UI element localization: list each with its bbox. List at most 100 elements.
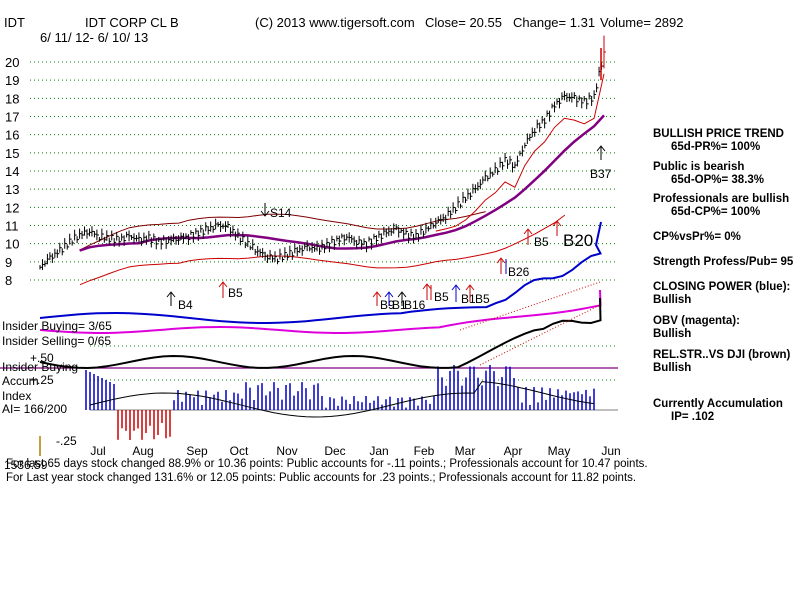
y-tick-17: 17 [5,110,19,125]
accum-label: Accum [2,374,39,388]
arrow-s14-head [260,210,270,217]
y-tick-15: 15 [5,146,19,161]
ai-label: AI= 166/200 [2,402,67,416]
upper-envelope-line [79,211,486,251]
pros-title: Professionals are bullish [653,193,790,205]
insider-selling-label: Insider Selling= 0/65 [2,334,111,348]
strength-value: Strength Profess/Pub= 95 [653,256,794,268]
price-bars [39,35,606,270]
signal-b5b: B5 [434,290,449,304]
arrow-b20-head [552,220,562,227]
y-tick-9: 9 [5,255,12,270]
insider-buying-label-2: Insider Buying [2,360,78,374]
accum-moving-average [89,381,595,418]
arrow-b16-head [397,291,407,298]
moving-average-line [79,114,605,252]
arrow-b37-head [596,145,606,152]
x-tick-may: May [548,444,571,458]
arrow-b26a-head [496,257,506,264]
y-tick-19: 19 [5,73,19,88]
y-tick-14: 14 [5,164,19,179]
signal-b1b: B1 [461,292,476,306]
lower-envelope-line [79,214,566,286]
y-tick-18: 18 [5,91,19,106]
y-axis-tick-labels: 20 19 18 17 16 15 14 13 12 11 10 9 8 [5,55,19,288]
arrow-b1c-head [465,284,475,291]
y-tick-12: 12 [5,200,19,215]
change-value: Change= 1.31 [513,15,595,30]
accumulation-histogram [85,365,595,440]
arrow-b4-head [166,291,176,298]
relative-strength-line [39,297,602,370]
footer-line-2: For Last year stock changed 131.6% or 12… [6,472,637,484]
x-tick-mar: Mar [455,444,476,458]
obv-title: OBV (magenta): [653,315,740,327]
arrow-b9-head [372,291,382,298]
accum-title: Currently Accumulation [653,398,783,410]
obv-value: Bullish [653,328,692,340]
y-tick-13: 13 [5,182,19,197]
plus50-label: +.50 [30,351,54,365]
public-title: Public is bearish [653,161,745,173]
index-label: Index [2,389,31,403]
signal-b20: B20 [563,231,593,250]
x-tick-feb: Feb [414,444,435,458]
signal-s14: S14 [270,206,292,220]
x-tick-nov: Nov [276,444,297,458]
ip-value: IP= .102 [671,411,715,423]
relstr-title: REL.STR..VS DJI (brown) [653,349,791,361]
upper-band-line [435,73,605,232]
y-tick-10: 10 [5,237,19,252]
copyright: (C) 2013 www.tigersoft.com [255,15,415,30]
x-tick-aug: Aug [132,444,153,458]
company-name: IDT CORP CL B [85,15,179,30]
signal-b1a: B1 [392,298,407,312]
arrow-b5a-head [218,281,228,288]
stray-number: 1536.59 [4,458,48,472]
x-tick-jun: Jun [601,444,620,458]
x-tick-oct: Oct [230,444,249,458]
signal-b4: B4 [178,298,193,312]
closing-power-line [39,221,602,324]
arrow-b5b-head [422,283,432,290]
signal-b16: B16 [404,298,426,312]
x-tick-jan: Jan [369,444,388,458]
cp-value: 65d-CP%= 100% [671,206,761,218]
op-value: 65d-OP%= 38.3% [671,174,765,186]
signal-markers: B4 B5 S14 B9 B1 B16 B5 B1 B5 B26 B5 [166,145,612,312]
plus25-label: +.25 [30,373,54,387]
signal-b5a: B5 [228,286,243,300]
signal-b5d: B5 [534,235,549,249]
arrow-b1b-head [451,284,461,291]
y-tick-11: 11 [5,219,19,234]
closing-power-title: CLOSING POWER (blue): [653,281,791,293]
volume-value: Volume= 2892 [600,15,683,30]
footer-line-1: For last 65 days stock changed 88.9% or … [6,458,648,470]
signal-b26: B26 [508,265,530,279]
pr-value: 65d-PR%= 100% [671,141,761,153]
arrow-b1a-head [384,291,394,298]
signal-b5c: B5 [475,292,490,306]
x-tick-jul: Jul [90,444,105,458]
x-tick-dec: Dec [324,444,345,458]
close-value: Close= 20.55 [425,15,502,30]
trend-title: BULLISH PRICE TREND [653,128,784,140]
right-info-panel: BULLISH PRICE TREND 65d-PR%= 100% Public… [653,128,793,424]
y-tick-16: 16 [5,128,19,143]
relstr-trend-dots [479,304,601,366]
y-tick-20: 20 [5,55,19,70]
signal-b9: B9 [380,298,395,312]
closing-power-value: Bullish [653,294,692,306]
minus25-label: -.25 [56,434,77,448]
x-tick-apr: Apr [504,444,523,458]
relstr-value: Bullish [653,362,692,374]
y-tick-8: 8 [5,273,12,288]
x-axis-tick-labels: Jul Aug Sep Oct Nov Dec Jan Feb Mar Apr May Jun [90,444,620,458]
insider-buying-label: Insider Buying= 3/65 [2,319,112,333]
obv-trend-dots [459,281,601,331]
x-tick-sep: Sep [186,444,208,458]
ticker-label: IDT [4,15,25,30]
date-range: 6/ 11/ 12- 6/ 10/ 13 [40,30,148,45]
cpvspr-value: CP%vsPr%= 0% [653,231,741,243]
